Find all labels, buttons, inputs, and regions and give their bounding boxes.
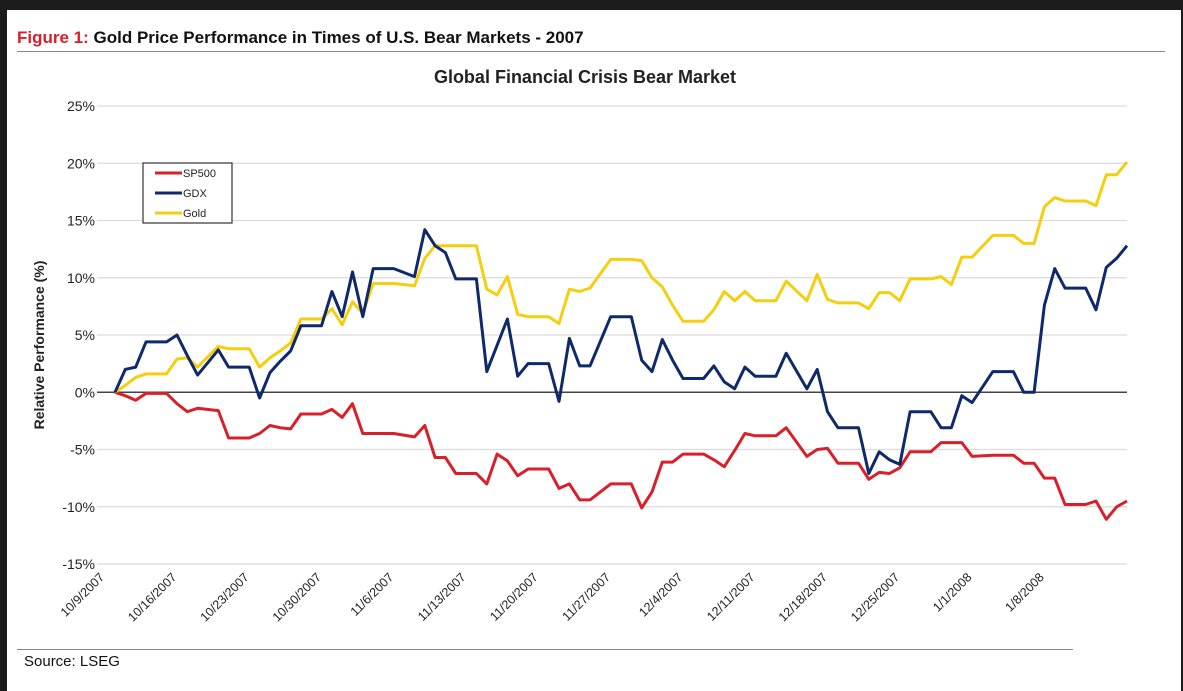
y-tick-label: -10%	[62, 499, 95, 515]
series-line-gdx	[113, 228, 1129, 475]
y-tick-label: -5%	[70, 442, 95, 458]
y-tick-label: 20%	[67, 155, 95, 171]
y-tick-label: 15%	[67, 213, 95, 229]
y-tick-label: 10%	[67, 270, 95, 286]
legend: SP500 GDX Gold	[142, 162, 233, 224]
x-tick-label: 12/25/2007	[848, 570, 902, 624]
x-tick-label: 1/1/2008	[930, 570, 974, 614]
y-tick-label: 5%	[75, 327, 95, 343]
y-tick-label: 25%	[67, 98, 95, 114]
title-divider	[17, 51, 1165, 52]
y-tick-label: 0%	[75, 384, 95, 400]
y-axis-label: Relative Performance (%)	[31, 261, 47, 430]
figure-title-text: Gold Price Performance in Times of U.S. …	[93, 28, 584, 47]
x-tick-label: 11/6/2007	[348, 570, 397, 619]
x-tick-label: 11/27/2007	[560, 570, 614, 624]
series-line-gold	[114, 161, 1129, 394]
x-tick-label: 10/9/2007	[58, 570, 107, 619]
x-tick-label: 11/20/2007	[487, 570, 541, 624]
x-axis-ticks: 10/9/2007 10/16/2007 10/23/2007 10/30/2007 1…	[58, 570, 1047, 624]
legend-label: GDX	[183, 188, 208, 200]
x-tick-label: 10/16/2007	[125, 570, 179, 624]
x-tick-label: 10/30/2007	[270, 570, 324, 624]
x-tick-label: 1/8/2008	[1003, 570, 1047, 614]
gridlines	[97, 105, 1127, 565]
figure-title: Figure 1: Gold Price Performance in Time…	[17, 28, 584, 48]
footer-divider	[17, 649, 1073, 650]
x-tick-label: 12/11/2007	[704, 570, 758, 624]
chart-title: Global Financial Crisis Bear Market	[434, 67, 736, 87]
y-tick-label: -15%	[62, 556, 95, 572]
figure-page: Figure 1: Gold Price Performance in Time…	[7, 10, 1181, 691]
y-axis-ticks: 25% 20% 15% 10% 5% 0% -5% -10% -15%	[62, 98, 95, 572]
legend-label: SP500	[183, 168, 216, 180]
source-note: Source: LSEG	[24, 653, 120, 670]
series-line-sp500	[114, 390, 1128, 521]
legend-label: Gold	[183, 208, 206, 220]
figure-number: Figure 1:	[17, 28, 89, 47]
series-lines	[113, 161, 1129, 521]
x-tick-label: 10/23/2007	[198, 570, 252, 624]
x-tick-label: 11/13/2007	[415, 570, 469, 624]
x-tick-label: 12/4/2007	[636, 570, 685, 619]
x-tick-label: 12/18/2007	[776, 570, 830, 624]
